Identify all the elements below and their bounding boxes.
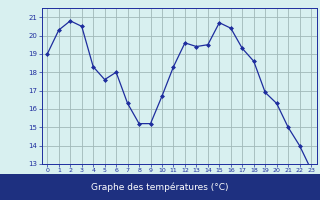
Text: Graphe des températures (°C): Graphe des températures (°C)	[91, 182, 229, 192]
